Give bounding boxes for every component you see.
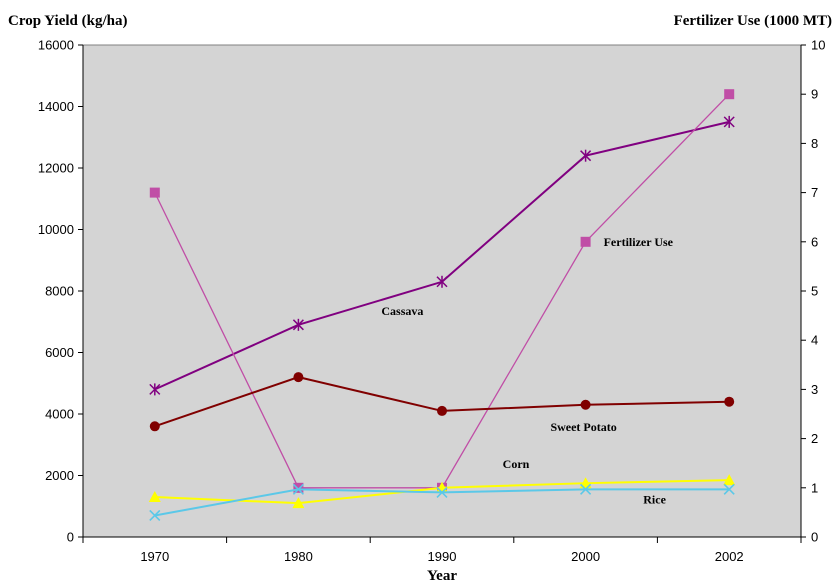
data-point (724, 396, 735, 407)
data-point (292, 483, 304, 495)
x-tick-label: 1970 (140, 549, 169, 564)
data-point (723, 115, 735, 128)
right-tick-label: 2 (811, 431, 818, 446)
left-tick-label: 16000 (38, 38, 74, 53)
data-point (293, 482, 304, 493)
left-tick-label: 12000 (38, 161, 74, 176)
data-point (292, 497, 305, 509)
data-point-stroke (580, 483, 592, 495)
right-tick-label: 7 (811, 185, 818, 200)
right-tick-label: 3 (811, 382, 818, 397)
data-point (149, 421, 160, 432)
left-axis-title: Crop Yield (kg/ha) (8, 13, 127, 29)
x-tick-label: 2002 (715, 549, 744, 564)
data-point (149, 383, 161, 396)
data-point (436, 486, 448, 498)
right-tick-label: 10 (811, 38, 825, 53)
left-tick-label: 2000 (45, 468, 74, 483)
data-point-stroke (436, 486, 448, 498)
plot-area (82, 44, 802, 538)
data-point (580, 483, 592, 495)
data-point (724, 89, 735, 100)
series-label-fertilizer-use: Fertilizer Use (604, 235, 674, 249)
right-tick-label: 8 (811, 136, 818, 151)
right-tick-label: 4 (811, 333, 818, 348)
series-label-cassava: Cassava (381, 304, 423, 318)
data-point-stroke (149, 509, 161, 522)
left-tick-label: 8000 (45, 284, 74, 299)
data-point (723, 483, 735, 495)
axes: 0200040006000800010000120001400016000012… (38, 38, 826, 565)
series-labels: Cassava Fertilizer Use Sweet Potato Corn Ric… (381, 235, 673, 507)
data-point (580, 149, 592, 162)
data-point (293, 372, 304, 383)
data-point (723, 474, 736, 486)
right-tick-label: 6 (811, 234, 818, 249)
series-sweet-potato (149, 372, 735, 432)
right-tick-label: 9 (811, 87, 818, 102)
series-label-corn: Corn (503, 457, 530, 471)
x-tick-label: 1990 (428, 549, 457, 564)
data-point (148, 491, 161, 503)
series-layer (148, 89, 736, 522)
left-tick-label: 6000 (45, 345, 74, 360)
series-rice (149, 483, 735, 522)
left-tick-label: 0 (67, 530, 74, 545)
data-point (292, 318, 304, 331)
x-tick-label: 2000 (571, 549, 600, 564)
x-tick-label: 1980 (284, 549, 313, 564)
series-label-sweet-potato: Sweet Potato (550, 420, 616, 434)
data-point (149, 187, 160, 198)
data-point-stroke (723, 483, 735, 495)
left-tick-label: 14000 (38, 99, 74, 114)
data-point-stroke (292, 483, 304, 495)
left-tick-label: 10000 (38, 222, 74, 237)
right-tick-label: 0 (811, 530, 818, 545)
right-axis-title: Fertilizer Use (1000 MT) (674, 13, 832, 29)
data-point (149, 509, 161, 522)
x-axis-title: Year (427, 568, 457, 584)
data-point (580, 399, 591, 410)
left-tick-label: 4000 (45, 407, 74, 422)
series-cassava (149, 115, 735, 396)
data-point (437, 405, 447, 416)
series-label-rice: Rice (643, 492, 666, 506)
data-point (580, 236, 591, 247)
right-tick-label: 5 (811, 284, 818, 299)
data-point (436, 275, 448, 288)
right-tick-label: 1 (811, 480, 818, 495)
